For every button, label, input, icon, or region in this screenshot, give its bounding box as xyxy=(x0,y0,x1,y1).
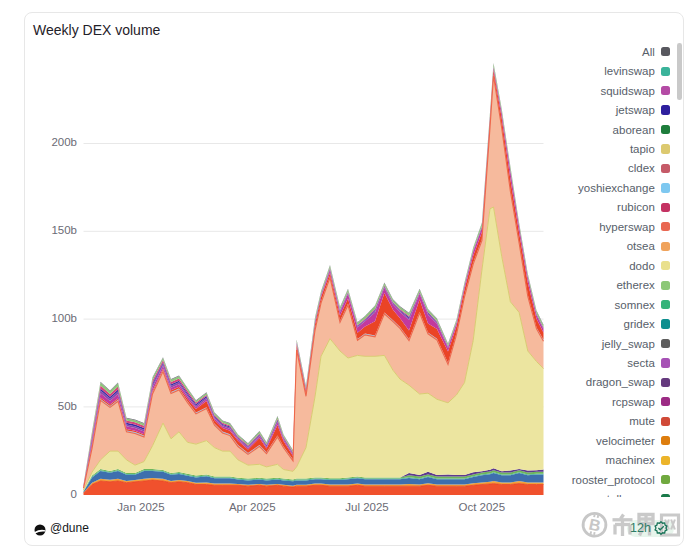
svg-text:B: B xyxy=(587,516,602,535)
